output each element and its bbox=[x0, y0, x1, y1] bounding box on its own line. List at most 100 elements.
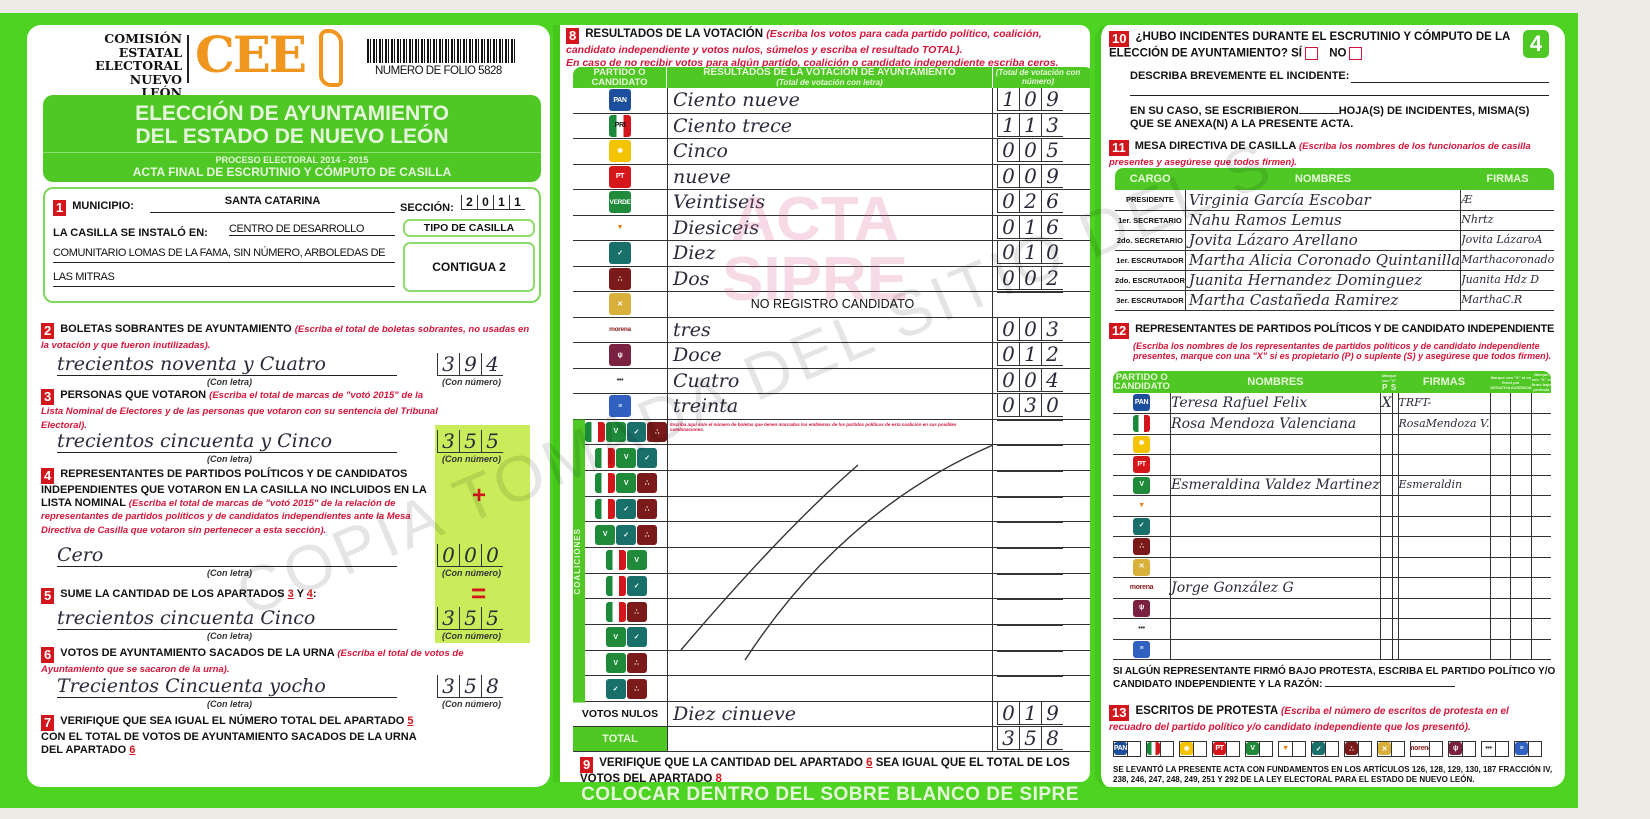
firma-field[interactable]: MarthaC.R bbox=[1460, 290, 1555, 310]
propietario-checkbox[interactable] bbox=[1379, 536, 1393, 557]
votes-letra-field[interactable]: Cuatro bbox=[667, 368, 993, 393]
protesta-checkbox[interactable] bbox=[1531, 495, 1551, 516]
nombre-field[interactable]: Jovita Lázaro Arellano bbox=[1188, 231, 1358, 249]
protesta-checkbox[interactable] bbox=[1531, 536, 1551, 557]
firma-field[interactable] bbox=[1397, 598, 1491, 619]
votes-letra-field[interactable]: Diez bbox=[667, 241, 993, 266]
propietario-checkbox[interactable] bbox=[1379, 495, 1393, 516]
firma-field[interactable]: RosaMendoza V. bbox=[1397, 413, 1491, 434]
protesta-checkbox[interactable] bbox=[1531, 577, 1551, 598]
protesta-line[interactable] bbox=[1325, 686, 1456, 687]
ausencia-checkbox[interactable] bbox=[1510, 577, 1532, 598]
coalition-letra-field[interactable] bbox=[667, 496, 993, 522]
protesta-checkbox[interactable] bbox=[1531, 393, 1551, 414]
protesta-box-pd[interactable]: ∴ bbox=[1344, 741, 1372, 757]
number-field[interactable] bbox=[997, 445, 1063, 447]
protesta-box-morena[interactable]: morena bbox=[1410, 741, 1443, 757]
coalition-letra-field[interactable] bbox=[667, 573, 993, 599]
propietario-checkbox[interactable] bbox=[1379, 434, 1393, 455]
nombre-field[interactable]: Nahu Ramos Lemus bbox=[1188, 211, 1342, 229]
nombre-field[interactable] bbox=[1170, 598, 1381, 619]
protesta-checkbox[interactable] bbox=[1531, 598, 1551, 619]
coalition-letra-field[interactable] bbox=[667, 445, 993, 470]
suplente-checkbox[interactable] bbox=[1392, 495, 1399, 516]
negativa-checkbox[interactable] bbox=[1489, 598, 1511, 619]
firma-field[interactable] bbox=[1397, 434, 1491, 455]
protesta-box-es[interactable]: ••• bbox=[1481, 741, 1509, 757]
protesta-checkbox[interactable] bbox=[1531, 434, 1551, 455]
ausencia-checkbox[interactable] bbox=[1510, 516, 1532, 537]
coalition-letra-field[interactable] bbox=[667, 547, 993, 573]
votes-letra-field[interactable]: treinta bbox=[667, 394, 993, 419]
protesta-box-pt[interactable]: PT bbox=[1212, 741, 1240, 757]
number-field[interactable] bbox=[997, 419, 1063, 421]
suplente-checkbox[interactable] bbox=[1392, 454, 1399, 475]
negativa-checkbox[interactable] bbox=[1489, 454, 1511, 475]
protesta-box-cci[interactable]: ≡ bbox=[1514, 741, 1542, 757]
coalition-letra-field[interactable] bbox=[667, 625, 993, 650]
firma-field[interactable]: Esmeraldin bbox=[1397, 475, 1491, 496]
suplente-checkbox[interactable] bbox=[1392, 475, 1399, 496]
number-field[interactable] bbox=[997, 573, 1063, 575]
negativa-checkbox[interactable] bbox=[1489, 434, 1511, 455]
votes-letra-field[interactable]: Dos bbox=[667, 266, 993, 291]
firma-field[interactable] bbox=[1397, 536, 1491, 557]
propietario-checkbox[interactable] bbox=[1379, 639, 1393, 660]
protesta-box-verde[interactable]: V bbox=[1245, 741, 1273, 757]
firma-field[interactable] bbox=[1397, 454, 1491, 475]
protesta-checkbox[interactable] bbox=[1531, 557, 1551, 578]
suplente-checkbox[interactable] bbox=[1392, 618, 1399, 639]
describe-line[interactable] bbox=[1351, 82, 1549, 83]
coalition-letra-field[interactable] bbox=[667, 599, 993, 624]
propietario-checkbox[interactable]: X bbox=[1379, 393, 1393, 414]
number-field[interactable] bbox=[997, 470, 1063, 472]
votes-letra-field[interactable]: Doce bbox=[667, 343, 993, 368]
negativa-checkbox[interactable] bbox=[1489, 639, 1511, 660]
votes-letra-field[interactable]: Diesiceis bbox=[667, 215, 993, 240]
votes-letra-field[interactable]: Cinco bbox=[667, 139, 993, 164]
suplente-checkbox[interactable] bbox=[1392, 536, 1399, 557]
hojas-blank[interactable] bbox=[1298, 113, 1339, 114]
votes-letra-field[interactable]: Ciento trece bbox=[667, 113, 993, 138]
protesta-box-mc[interactable]: ▼ bbox=[1278, 741, 1306, 757]
protesta-box-cc[interactable]: ✕ bbox=[1377, 741, 1405, 757]
negativa-checkbox[interactable] bbox=[1489, 393, 1511, 414]
nombre-field[interactable] bbox=[1170, 495, 1381, 516]
ausencia-checkbox[interactable] bbox=[1510, 454, 1532, 475]
propietario-checkbox[interactable] bbox=[1379, 618, 1393, 639]
coalition-letra-field[interactable] bbox=[667, 470, 993, 496]
coalition-letra-field[interactable]: Escriba aquí solo el número de boletas q… bbox=[667, 419, 993, 445]
votes-letra-field[interactable]: Ciento nueve bbox=[667, 88, 993, 113]
ausencia-checkbox[interactable] bbox=[1510, 495, 1532, 516]
protesta-checkbox[interactable] bbox=[1531, 475, 1551, 496]
ausencia-checkbox[interactable] bbox=[1510, 413, 1532, 434]
propietario-checkbox[interactable] bbox=[1379, 577, 1393, 598]
votes-letra-field[interactable]: nueve bbox=[667, 164, 993, 189]
negativa-checkbox[interactable] bbox=[1489, 536, 1511, 557]
s5-letra-field[interactable]: trecientos cincuenta Cinco bbox=[57, 607, 397, 630]
suplente-checkbox[interactable] bbox=[1392, 516, 1399, 537]
ausencia-checkbox[interactable] bbox=[1510, 393, 1532, 414]
propietario-checkbox[interactable] bbox=[1379, 598, 1393, 619]
describe-line[interactable] bbox=[1130, 95, 1549, 96]
nombre-field[interactable] bbox=[1170, 639, 1381, 660]
s6-letra-field[interactable]: Trecientos Cincuenta yocho bbox=[57, 675, 397, 698]
firma-field[interactable] bbox=[1397, 639, 1491, 660]
protesta-checkbox[interactable] bbox=[1531, 413, 1551, 434]
suplente-checkbox[interactable] bbox=[1392, 598, 1399, 619]
si-checkbox[interactable] bbox=[1304, 47, 1318, 60]
firma-field[interactable] bbox=[1397, 618, 1491, 639]
